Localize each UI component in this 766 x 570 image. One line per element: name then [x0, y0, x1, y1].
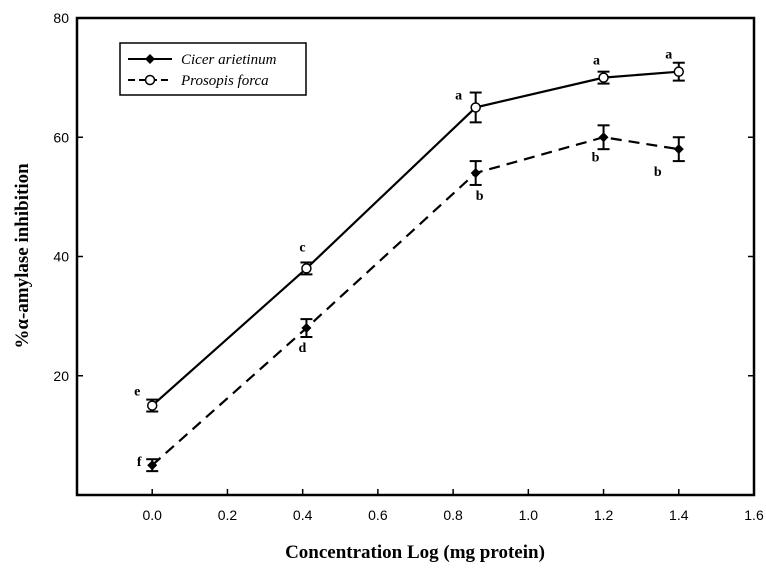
series-line — [151, 136, 679, 467]
data-point — [673, 144, 684, 155]
significance-letter: e — [134, 385, 140, 400]
data-point — [470, 102, 481, 113]
legend-label-prosopis-forca: Prosopis forca — [180, 73, 269, 89]
y-tick-label: 40 — [53, 249, 69, 265]
x-tick-label: 0.8 — [443, 507, 463, 523]
data-point — [673, 66, 685, 77]
legend-box — [119, 42, 307, 96]
significance-letter: b — [476, 189, 484, 204]
significance-letter: a — [455, 88, 462, 103]
x-tick-label: 1.0 — [519, 507, 539, 523]
data-point — [147, 460, 158, 471]
x-tick-label: 1.4 — [669, 507, 689, 523]
x-tick-label: 0.2 — [218, 507, 238, 523]
y-axis-title: %α-amylase inhibition — [12, 163, 33, 349]
y-tick-label: 80 — [53, 10, 69, 26]
x-tick-label: 0.4 — [293, 507, 313, 523]
data-point — [598, 132, 609, 143]
significance-letter: a — [593, 54, 600, 69]
significance-letter: b — [592, 150, 600, 165]
legend: Cicer arietinum Prosopis forca — [119, 42, 307, 96]
axis-ticks: 0.0 0.2 0.4 0.6 0.8 1.0 1.2 1.4 1.6 20 40 60 80 — [53, 10, 764, 523]
legend-label-cicer-arietinum: Cicer arietinum — [181, 52, 277, 68]
legend-marker-prosopis-forca — [144, 74, 156, 86]
significance-letter: f — [137, 455, 142, 470]
data-point — [301, 263, 312, 274]
y-tick-label: 20 — [53, 368, 69, 384]
x-tick-label: 0.6 — [368, 507, 388, 523]
significance-letter: b — [654, 165, 662, 180]
data-point — [470, 168, 481, 179]
data-point — [301, 323, 312, 334]
series-layer: f d b b b e c a a a — [134, 48, 685, 473]
data-point — [146, 400, 158, 411]
significance-letter: a — [665, 48, 672, 63]
data-point — [598, 72, 609, 83]
x-tick-label: 1.2 — [594, 507, 614, 523]
series-line — [151, 70, 679, 407]
significance-letter: c — [299, 240, 305, 255]
significance-letter: d — [299, 341, 307, 356]
x-axis-title: Concentration Log (mg protein) — [285, 542, 545, 563]
x-tick-label: 0.0 — [142, 507, 162, 523]
legend-marker-cicer-arietinum — [145, 54, 155, 64]
y-tick-label: 60 — [53, 129, 69, 145]
x-tick-label: 1.6 — [744, 507, 764, 523]
